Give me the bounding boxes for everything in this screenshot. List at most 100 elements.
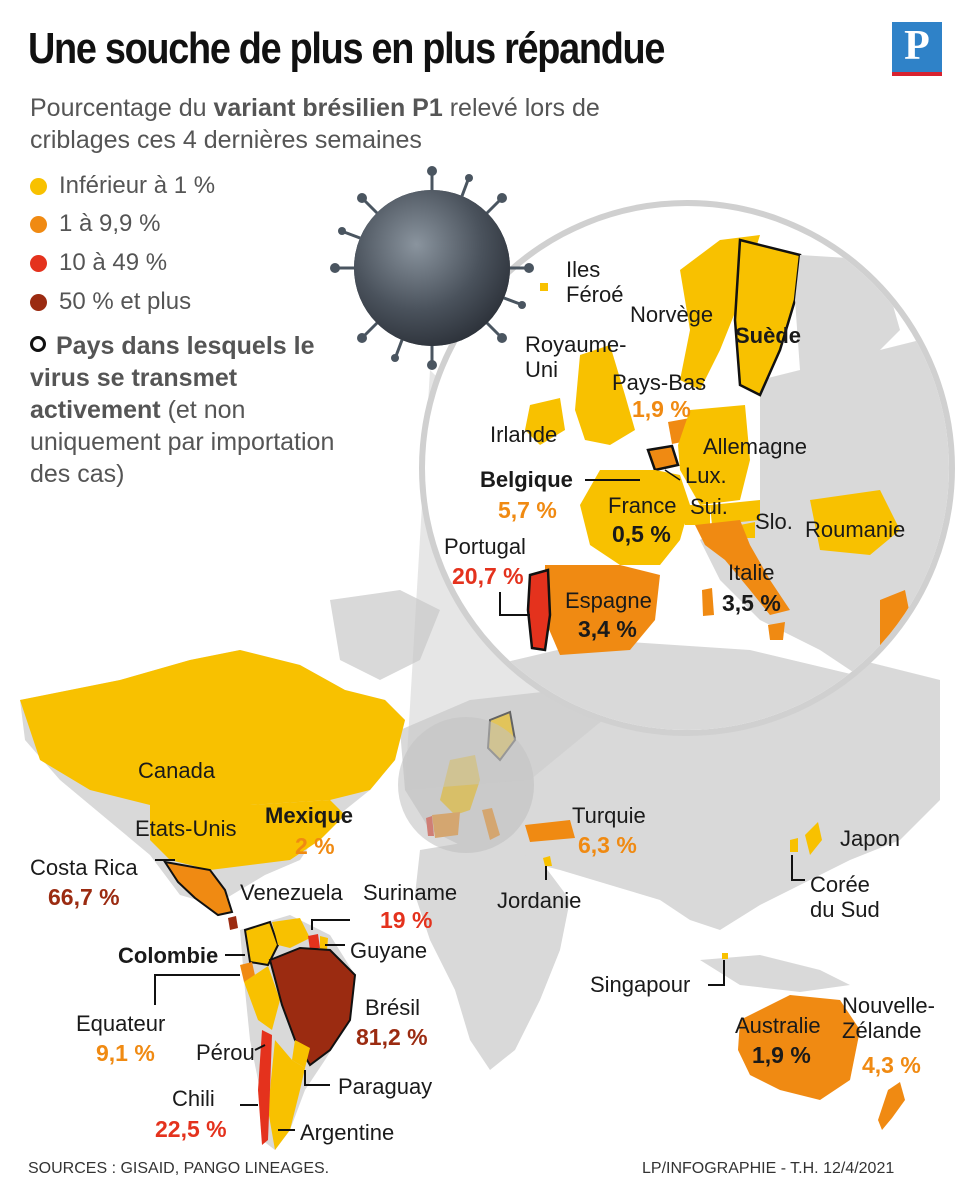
- north-africa-land: [430, 640, 949, 730]
- label-nouvelle-zelande: Nouvelle-Zélande: [842, 993, 935, 1043]
- label-slo: Slo.: [755, 509, 793, 534]
- label-equateur: Equateur: [76, 1011, 166, 1036]
- legend-label-mid: 1 à 9,9 %: [59, 210, 161, 237]
- label-belgique: Belgique: [480, 467, 573, 492]
- label-australie: Australie: [735, 1013, 821, 1038]
- label-irlande: Irlande: [490, 422, 558, 447]
- singapore-shape: [722, 953, 728, 959]
- portugal-shape: [526, 568, 552, 652]
- page-title: Une souche de plus en plus répandue: [28, 24, 665, 73]
- pct-italie: 3,5 %: [722, 590, 781, 616]
- subtitle-bold: variant brésilien P1: [213, 94, 443, 122]
- world-leaders: [154, 855, 805, 1131]
- legend-active-rest: (et non uniquement par importation des c…: [30, 396, 335, 488]
- nz-shape: [878, 1082, 905, 1130]
- japan-shape: [805, 822, 822, 855]
- uk-shape: [575, 345, 635, 445]
- label-guyane: Guyane: [350, 938, 428, 963]
- legend-active-bold: Pays dans lesquels le virus se transmet …: [30, 332, 315, 424]
- label-italie: Italie: [728, 560, 775, 585]
- label-suede: Suède: [735, 323, 802, 348]
- label-bresil: Brésil: [365, 995, 421, 1020]
- legend-dot-very-high: [30, 293, 47, 311]
- label-venezuela: Venezuela: [240, 880, 343, 905]
- subtitle-suffix: relevé lors de criblages ces 4 dernières…: [30, 94, 600, 154]
- legend-item-low: Inférieur à 1 %: [30, 172, 215, 200]
- label-mexique: Mexique: [265, 803, 354, 828]
- romania-shape: [810, 490, 900, 555]
- australia-shape: [738, 995, 860, 1100]
- eurasia-land: [400, 640, 940, 930]
- label-argentine: Argentine: [300, 1120, 395, 1145]
- pct-mexique: 2 %: [295, 833, 335, 859]
- paraguay-shape: [292, 1040, 310, 1068]
- portugal-leader: [499, 592, 530, 616]
- label-chili: Chili: [172, 1086, 215, 1111]
- legend-item-high: 10 à 49 %: [30, 249, 167, 277]
- label-suriname: Suriname: [363, 880, 458, 905]
- sicily-shape: [768, 622, 785, 640]
- pct-belgique: 5,7 %: [498, 497, 557, 523]
- label-iles-feroe: Iles Féroé: [566, 257, 624, 307]
- turkey-shape: [525, 820, 575, 842]
- pct-chili: 22,5 %: [155, 1116, 227, 1142]
- logo-stripe: [892, 72, 942, 76]
- costa-rica-shape: [228, 916, 238, 930]
- sardinia-shape: [702, 588, 714, 616]
- pct-france: 0,5 %: [612, 521, 671, 547]
- label-etats-unis: Etats-Unis: [135, 816, 237, 841]
- legend-item-very-high: 50 % et plus: [30, 288, 191, 316]
- label-royaume-uni: Royaume-Uni: [525, 332, 627, 382]
- legend-outline-icon: [30, 336, 46, 352]
- usa-shape: [150, 800, 345, 870]
- pct-costa-rica: 66,7 %: [48, 884, 120, 910]
- label-japon: Japon: [840, 826, 900, 851]
- switzerland-shape: [680, 505, 710, 525]
- credit-note: LP/INFOGRAPHIE - T.H. 12/4/2021: [642, 1160, 895, 1177]
- colombia-shape: [243, 920, 280, 967]
- sources-note: SOURCES : GISAID, PANGO LINEAGES.: [28, 1160, 330, 1177]
- legend-dot-mid: [30, 215, 47, 233]
- jordan-shape: [543, 856, 552, 866]
- label-costa-rica: Costa Rica: [30, 855, 138, 880]
- label-norvege: Norvège: [630, 302, 714, 327]
- korea-shape: [790, 838, 798, 852]
- legend-active-transmission: Pays dans lesquels le virus se transmet …: [30, 330, 360, 490]
- mexico-shape: [162, 860, 234, 917]
- pct-espagne: 3,4 %: [578, 616, 637, 642]
- label-canada: Canada: [138, 758, 216, 783]
- lux-leader: [664, 469, 681, 481]
- ireland-shape: [525, 398, 565, 445]
- legend-dot-low: [30, 177, 47, 195]
- pct-portugal: 20,7 %: [452, 563, 524, 589]
- legend-label-high: 10 à 49 %: [59, 249, 168, 276]
- spain-shape: [545, 565, 660, 655]
- paraguay-leader: [304, 1070, 330, 1086]
- perou-leader: [254, 1044, 266, 1051]
- singapour-leader: [708, 960, 725, 986]
- austria-shape: [710, 500, 760, 525]
- legend-label-very-high: 50 % et plus: [59, 288, 192, 315]
- label-jordanie: Jordanie: [497, 888, 582, 913]
- africa-land: [415, 840, 570, 1070]
- chile-shape: [258, 1030, 272, 1145]
- europe-focus-circle: [398, 717, 534, 853]
- label-singapour: Singapour: [590, 972, 691, 997]
- suriname-leader: [311, 919, 350, 930]
- coree-leader: [791, 855, 805, 881]
- label-allemagne: Allemagne: [703, 434, 807, 459]
- label-sui: Sui.: [690, 494, 728, 519]
- pct-bresil: 81,2 %: [356, 1024, 428, 1050]
- canada-shape: [20, 650, 405, 805]
- label-coree: Corée du Sud: [810, 872, 880, 922]
- pct-turquie: 6,3 %: [578, 832, 637, 858]
- label-turquie: Turquie: [572, 803, 646, 828]
- label-paraguay: Paraguay: [338, 1074, 433, 1099]
- guyane-shape: [320, 936, 328, 950]
- legend-item-mid: 1 à 9,9 %: [30, 210, 160, 238]
- label-perou: Pérou: [196, 1040, 255, 1065]
- argentina-shape: [268, 1040, 305, 1150]
- finland-shape: [795, 255, 900, 380]
- indonesia-land: [700, 955, 850, 992]
